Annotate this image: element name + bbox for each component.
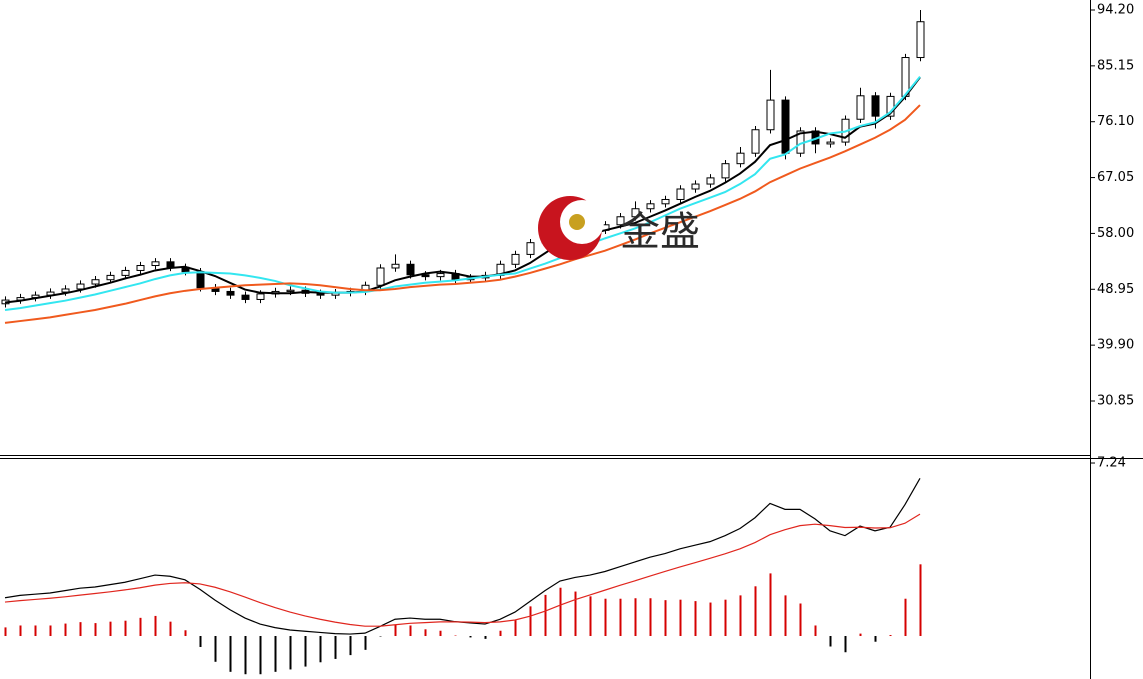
y-tick-label: 76.10 [1097, 114, 1134, 129]
y-tick-label: 58.00 [1097, 226, 1134, 241]
candle-body [256, 293, 265, 300]
candle-body [166, 261, 175, 268]
y-tick-label: 85.15 [1097, 58, 1134, 73]
candle-body [436, 273, 445, 278]
watermark: 金盛 [620, 209, 700, 255]
candle-body [646, 203, 655, 210]
candle-body [826, 141, 835, 145]
candle-body [226, 290, 235, 296]
logo-ball [569, 214, 585, 230]
candle-body [781, 99, 790, 154]
candle-body [661, 198, 670, 205]
candle-body [391, 263, 400, 269]
candle-body [526, 242, 535, 255]
candle-body [706, 177, 715, 185]
candle-body [376, 267, 385, 286]
candle-body [751, 129, 760, 154]
candle-body [136, 265, 145, 271]
candle-body [736, 152, 745, 165]
candle-body [406, 263, 415, 276]
y-tick-label: 67.05 [1097, 170, 1134, 185]
y-tick-label: 94.20 [1097, 2, 1134, 17]
candle-body [721, 163, 730, 179]
candle-body [631, 208, 640, 218]
y-tick-label: 7.24 [1097, 456, 1126, 471]
y-tick-label: 30.85 [1097, 393, 1134, 408]
candle-body [871, 95, 880, 117]
candle-body [76, 283, 85, 290]
candle-body [691, 183, 700, 190]
candle-body [421, 274, 430, 278]
candle-body [616, 216, 625, 226]
candle-body [511, 253, 520, 265]
series-line [4, 76, 921, 311]
y-tick-label: 39.90 [1097, 338, 1134, 353]
candle-body [856, 95, 865, 120]
candle-body [241, 294, 250, 300]
candle-body [886, 95, 895, 117]
series-line [4, 76, 921, 304]
candle-body [61, 288, 70, 293]
candle-body [106, 274, 115, 281]
candle-body [676, 188, 685, 200]
y-tick-label: 48.95 [1097, 282, 1134, 297]
candle-body [286, 289, 295, 292]
series-line [4, 104, 921, 324]
series-line [4, 513, 921, 627]
candle-body [121, 269, 130, 276]
logo [538, 196, 604, 260]
candle-body [916, 21, 925, 59]
candle-body [151, 261, 160, 267]
candle-body [766, 99, 775, 131]
candle-body [196, 271, 205, 289]
candle-body [91, 279, 100, 285]
